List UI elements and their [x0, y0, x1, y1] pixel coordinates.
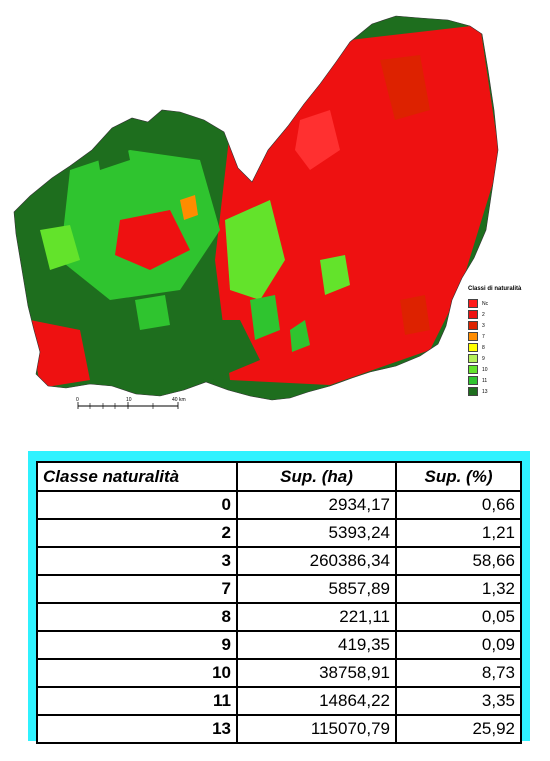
legend-label: 10 — [482, 366, 488, 373]
table-row: 7 5857,89 1,32 — [36, 574, 522, 604]
cell-sup-pct: 1,21 — [395, 518, 522, 548]
table-header-row: Classe naturalità Sup. (ha) Sup. (%) — [36, 461, 522, 492]
legend-swatch — [468, 365, 478, 374]
table-row: 9 419,35 0,09 — [36, 630, 522, 660]
table-row: 0 2934,17 0,66 — [36, 490, 522, 520]
header-sup-ha: Sup. (ha) — [236, 461, 397, 492]
cell-sup-ha: 115070,79 — [236, 714, 397, 744]
cell-classe: 8 — [36, 602, 238, 632]
cell-sup-pct: 1,32 — [395, 574, 522, 604]
legend-item: 11 — [468, 375, 548, 386]
cell-sup-ha: 38758,91 — [236, 658, 397, 688]
legend-item: 8 — [468, 342, 548, 353]
table-body: 0 2934,17 0,66 2 5393,24 1,21 3 260386,34 58,66 7… — [36, 490, 522, 744]
legend-items: Nc 2 3 7 8 9 10 11 13 — [468, 298, 548, 397]
legend-label: 13 — [482, 388, 488, 395]
cell-sup-pct: 58,66 — [395, 546, 522, 576]
legend-swatch — [468, 387, 478, 396]
header-classe: Classe naturalità — [36, 461, 238, 492]
cell-classe: 2 — [36, 518, 238, 548]
cell-sup-pct: 8,73 — [395, 658, 522, 688]
scale-bar: 0 10 40 km — [76, 397, 186, 409]
table-frame: Classe naturalità Sup. (ha) Sup. (%) 0 29… — [28, 451, 530, 744]
table-row: 3 260386,34 58,66 — [36, 546, 522, 576]
legend-label: 9 — [482, 355, 485, 362]
table-row: 8 221,11 0,05 — [36, 602, 522, 632]
cell-sup-ha: 14864,22 — [236, 686, 397, 716]
legend-label: 11 — [482, 377, 488, 384]
legend-title: Classi di naturalità — [468, 286, 522, 292]
legend-item: 7 — [468, 331, 548, 342]
legend-item: 3 — [468, 320, 548, 331]
scale-label-end: 40 km — [172, 397, 186, 403]
table-row: 13 115070,79 25,92 — [36, 714, 522, 744]
cell-sup-ha: 260386,34 — [236, 546, 397, 576]
header-sup-pct: Sup. (%) — [395, 461, 522, 492]
legend-swatch — [468, 354, 478, 363]
cell-classe: 7 — [36, 574, 238, 604]
legend-swatch — [468, 299, 478, 308]
cell-sup-pct: 0,66 — [395, 490, 522, 520]
legend-item: 2 — [468, 309, 548, 320]
legend-item: Nc — [468, 298, 548, 309]
legend-item: 13 — [468, 386, 548, 397]
cell-sup-ha: 2934,17 — [236, 490, 397, 520]
legend-swatch — [468, 343, 478, 352]
legend-label: 7 — [482, 333, 485, 340]
legend-label: 2 — [482, 311, 485, 318]
table-row: 2 5393,24 1,21 — [36, 518, 522, 548]
legend-swatch — [468, 376, 478, 385]
cell-sup-pct: 0,05 — [395, 602, 522, 632]
legend-swatch — [468, 310, 478, 319]
cell-classe: 11 — [36, 686, 238, 716]
cell-sup-pct: 0,09 — [395, 630, 522, 660]
cell-classe: 13 — [36, 714, 238, 744]
scale-label-zero: 0 — [76, 397, 79, 403]
cell-classe: 0 — [36, 490, 238, 520]
legend-swatch — [468, 332, 478, 341]
scale-label-mid: 10 — [126, 397, 132, 403]
naturalness-map: 0 10 40 km — [13, 15, 499, 409]
legend-label: 8 — [482, 344, 485, 351]
legend-item: 10 — [468, 364, 548, 375]
cell-classe: 9 — [36, 630, 238, 660]
legend-item: 9 — [468, 353, 548, 364]
map-legend: Classi di naturalità Nc 2 3 7 8 9 10 11 13 — [468, 286, 548, 397]
cell-sup-ha: 221,11 — [236, 602, 397, 632]
cell-sup-pct: 3,35 — [395, 686, 522, 716]
cell-sup-ha: 5393,24 — [236, 518, 397, 548]
cell-classe: 3 — [36, 546, 238, 576]
legend-swatch — [468, 321, 478, 330]
cell-sup-ha: 419,35 — [236, 630, 397, 660]
cell-classe: 10 — [36, 658, 238, 688]
table-row: 11 14864,22 3,35 — [36, 686, 522, 716]
cell-sup-pct: 25,92 — [395, 714, 522, 744]
cell-sup-ha: 5857,89 — [236, 574, 397, 604]
naturalness-table: Classe naturalità Sup. (ha) Sup. (%) 0 29… — [36, 461, 522, 744]
legend-label: 3 — [482, 322, 485, 329]
legend-label: Nc — [482, 300, 489, 307]
table-row: 10 38758,91 8,73 — [36, 658, 522, 688]
